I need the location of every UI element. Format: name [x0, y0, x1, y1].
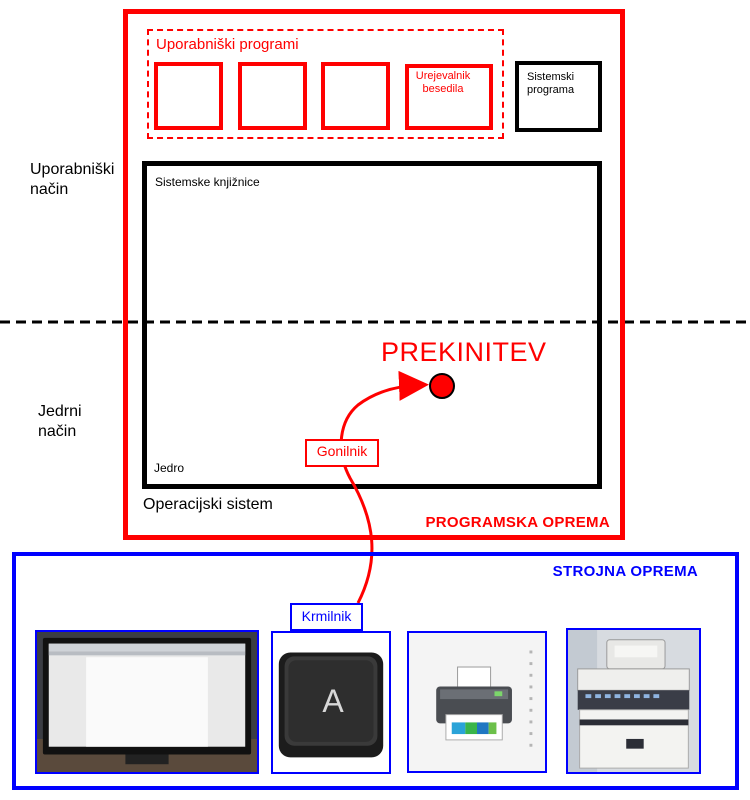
- user-programs-title: Uporabniški programi: [156, 36, 299, 53]
- controller-label: Krmilnik: [301, 608, 352, 624]
- system-programs-box: [515, 61, 602, 132]
- kernel-label: Jedro: [154, 461, 185, 475]
- monitor-icon: [37, 632, 257, 772]
- mode-divider-line: [0, 320, 750, 324]
- controller-box: [290, 603, 363, 631]
- text-editor-label: Urejevalnik besedila: [415, 70, 471, 95]
- driver-label: Gonilnik: [316, 443, 368, 459]
- driver-box: [305, 439, 379, 467]
- interrupt-dot-icon: [429, 373, 455, 399]
- software-box: [123, 9, 625, 540]
- user-program-box: [154, 62, 223, 130]
- printer-device: [407, 631, 547, 773]
- user-program-box: [238, 62, 307, 130]
- operating-system-label: Operacijski sistem: [143, 496, 273, 513]
- user-programs-group: [147, 29, 504, 139]
- text-editor-box: [405, 64, 493, 130]
- interrupt-label: PREKINITEV: [381, 337, 547, 367]
- copier-device: [566, 628, 701, 774]
- software-label: PROGRAMSKA OPREMA: [425, 514, 610, 531]
- kernel-mode-label: Jedrni način: [38, 403, 82, 440]
- user-program-box: [321, 62, 390, 130]
- hardware-box: [12, 552, 739, 790]
- hardware-label: STROJNA OPREMA: [552, 563, 698, 580]
- operating-system-box: [142, 161, 602, 489]
- user-mode-label: Uporabniški način: [30, 161, 115, 198]
- key-letter: A: [322, 683, 344, 719]
- system-libraries-label: Sistemske knjižnice: [155, 175, 260, 189]
- system-programs-label: Sistemski programa: [527, 71, 575, 96]
- printer-icon: [409, 633, 545, 771]
- keyboard-device: A: [271, 631, 391, 774]
- copier-icon: [568, 630, 699, 772]
- monitor-device: [35, 630, 259, 774]
- keyboard-key-icon: [273, 633, 389, 772]
